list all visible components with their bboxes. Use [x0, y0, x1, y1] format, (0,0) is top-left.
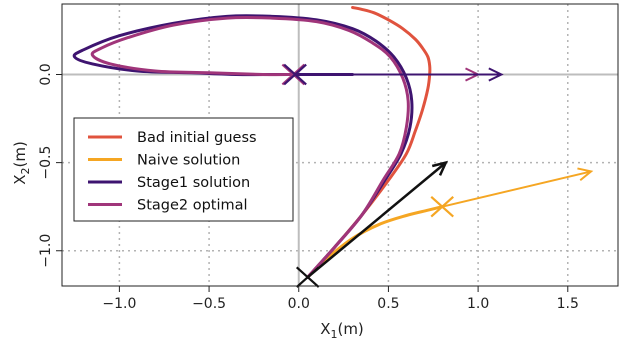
- series-line-0: [306, 6, 432, 279]
- x-tick-label: −1.0: [102, 296, 136, 312]
- series-layer: [72, 6, 444, 279]
- legend-label-1: Naive solution: [137, 153, 240, 169]
- x-tick-label: 1.0: [467, 296, 489, 312]
- x-axis-ticks: −1.0 −0.5 0.0 0.5 1.0 1.5: [102, 286, 579, 312]
- cross-marker-1: [430, 195, 454, 218]
- y-axis-title: X2(m): [11, 141, 32, 185]
- x-tick-label: −0.5: [192, 296, 226, 312]
- plot-frame: [61, 3, 619, 287]
- legend-label-0: Bad initial guess: [137, 130, 257, 146]
- series-line-1: [306, 205, 444, 279]
- y-axis-ticks: −1.0 −0.5 0.0: [38, 63, 62, 268]
- legend-label-2: Stage1 solution: [137, 175, 250, 191]
- y-tick-label: −1.0: [38, 234, 54, 268]
- cross-marker-2: [281, 63, 306, 86]
- vector-arrowhead-1: [577, 167, 594, 182]
- vector-line-0: [306, 161, 447, 279]
- x-tick-label: 0.0: [288, 296, 310, 312]
- series-line-3: [90, 15, 410, 279]
- legend-label-3: Stage2 optimal: [137, 198, 248, 214]
- cross-marker-3: [283, 63, 307, 86]
- x-axis-title: X1(m): [320, 320, 364, 341]
- x-tick-label: 0.5: [377, 296, 399, 312]
- vector-arrowhead-0: [431, 160, 449, 176]
- vector-line-1: [442, 170, 592, 208]
- vector-arrowhead-3: [488, 67, 504, 82]
- cross-marker-0: [295, 266, 320, 288]
- x-tick-label: 1.5: [557, 296, 579, 312]
- y-tick-label: 0.0: [38, 63, 54, 85]
- y-tick-label: −0.5: [38, 146, 54, 180]
- vector-layer: [293, 67, 594, 279]
- cross-layer: [281, 63, 454, 288]
- legend: Bad initial guess Naive solution Stage1 so…: [73, 117, 294, 222]
